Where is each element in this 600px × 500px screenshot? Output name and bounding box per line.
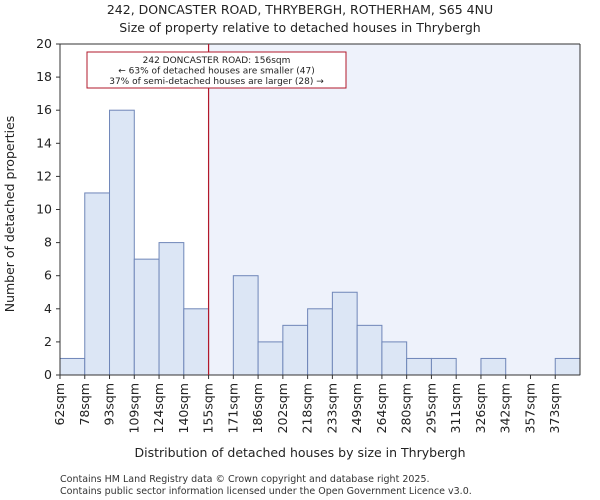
x-tick-label: 311sqm [448,383,463,433]
x-tick-label: 78sqm [77,383,92,426]
x-tick-label: 280sqm [399,383,414,433]
bar-171sqm [232,275,259,376]
y-tick-label: 8 [44,235,52,250]
bar-280sqm [406,357,432,376]
annotation-box [86,51,347,89]
bar-249sqm [356,324,383,376]
x-tick-label: 218sqm [300,383,315,433]
x-tick-label: 124sqm [151,383,166,433]
bar-373sqm [554,357,581,376]
y-tick-label: 16 [36,102,52,117]
bar-186sqm [257,341,284,376]
y-tick-label: 10 [36,202,52,217]
y-tick-label: 14 [36,135,52,150]
bar-233sqm [331,291,358,376]
annotation-line2: ← 63% of detached houses are smaller (47… [118,67,315,77]
bar-93sqm [109,109,135,376]
x-tick-label: 373sqm [547,383,562,433]
x-tick-label: 249sqm [349,383,364,433]
x-tick-label: 233sqm [324,383,339,433]
bar-124sqm [158,242,185,376]
x-tick-label: 264sqm [374,383,389,433]
y-tick-label: 0 [44,367,52,382]
x-tick-label: 295sqm [423,383,438,433]
highlight-region [208,44,581,375]
x-tick-label: 342sqm [498,383,513,433]
bar-218sqm [307,308,333,376]
y-tick-label: 20 [36,36,52,51]
y-tick-label: 2 [44,334,52,349]
footer-line1: Contains HM Land Registry data © Crown c… [60,474,430,485]
footer-line2: Contains public sector information licen… [60,486,472,497]
x-tick-label: 357sqm [522,383,537,433]
x-tick-label: 326sqm [473,383,488,433]
x-axis-label: Distribution of detached houses by size … [134,445,465,460]
bar-202sqm [282,324,309,376]
chart-title-line1: 242, DONCASTER ROAD, THRYBERGH, ROTHERHA… [107,2,493,17]
bar-295sqm [430,357,457,376]
plot-area: 0 2 4 6 8 10 12 14 16 18 20 62sqm 78sqm 93sqm 109sqm 12… [36,36,581,433]
x-tick-label: 155sqm [201,383,216,433]
y-tick-label: 18 [36,69,52,84]
annotation-line3: 37% of semi-detached houses are larger (… [109,77,324,87]
x-tick-label: 140sqm [176,383,191,433]
y-tick-label: 6 [44,268,52,283]
y-tick-label: 4 [44,301,52,316]
bar-78sqm [84,192,111,376]
bar-62sqm [59,357,86,376]
bar-264sqm [381,341,408,376]
x-tick-label: 62sqm [52,383,67,426]
bar-326sqm [480,357,507,376]
chart-title-line2: Size of property relative to detached ho… [119,20,480,35]
bar-109sqm [133,258,160,376]
y-axis-label: Number of detached properties [2,116,17,313]
x-tick-label: 93sqm [102,383,117,426]
x-tick-label: 202sqm [275,383,290,433]
bar-140sqm [183,308,210,376]
y-tick-label: 12 [36,168,52,183]
annotation-line1: 242 DONCASTER ROAD: 156sqm [143,56,291,66]
x-tick-label: 186sqm [250,383,265,433]
x-tick-label: 171sqm [225,383,240,433]
x-tick-label: 109sqm [126,383,141,433]
